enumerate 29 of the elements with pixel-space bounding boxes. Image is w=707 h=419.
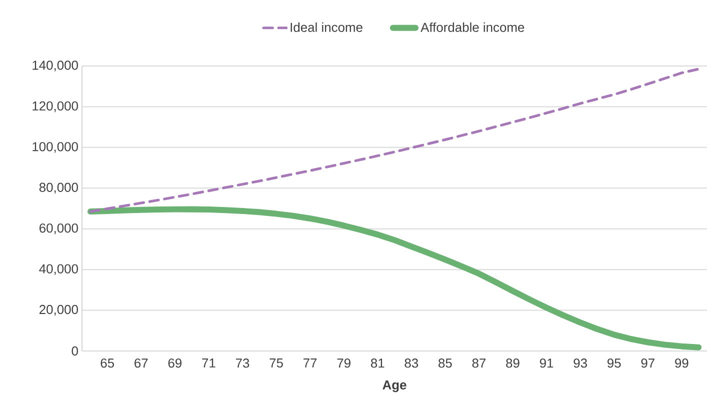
y-tick-label: 0: [72, 346, 78, 356]
y-tick-label: 60,000: [40, 224, 78, 234]
x-tick-label: 79: [337, 358, 350, 368]
x-tick-label: 73: [236, 358, 250, 368]
y-tick-label: 120,000: [32, 101, 78, 112]
legend-label: Affordable income: [420, 22, 524, 32]
x-tick-label: 71: [202, 358, 216, 368]
y-tick-label: 20,000: [40, 304, 78, 316]
x-tick-label: 77: [304, 358, 317, 368]
x-tick-label: 85: [438, 358, 452, 368]
x-tick-label: 75: [270, 358, 283, 368]
x-tick-label: 95: [608, 358, 621, 368]
x-tick-label: 87: [472, 358, 486, 368]
legend-label: Ideal income: [290, 22, 362, 32]
y-tick-label: 140,000: [32, 60, 78, 72]
x-tick-label: 67: [134, 358, 148, 368]
x-tick-label: 91: [540, 358, 554, 368]
y-tick-label: 100,000: [32, 142, 78, 153]
x-tick-label: 97: [641, 358, 654, 368]
y-tick-label: 80,000: [39, 182, 78, 194]
x-axis-title: Age: [382, 380, 406, 392]
x-tick-label: 99: [675, 358, 688, 368]
x-tick-label: 65: [100, 358, 114, 368]
x-tick-label: 89: [506, 358, 520, 368]
y-tick-label: 40,000: [39, 264, 78, 275]
x-tick-label: 93: [574, 358, 587, 368]
x-tick-label: 69: [168, 358, 182, 368]
x-tick-label: 83: [404, 358, 418, 368]
x-tick-label: 81: [370, 358, 384, 368]
